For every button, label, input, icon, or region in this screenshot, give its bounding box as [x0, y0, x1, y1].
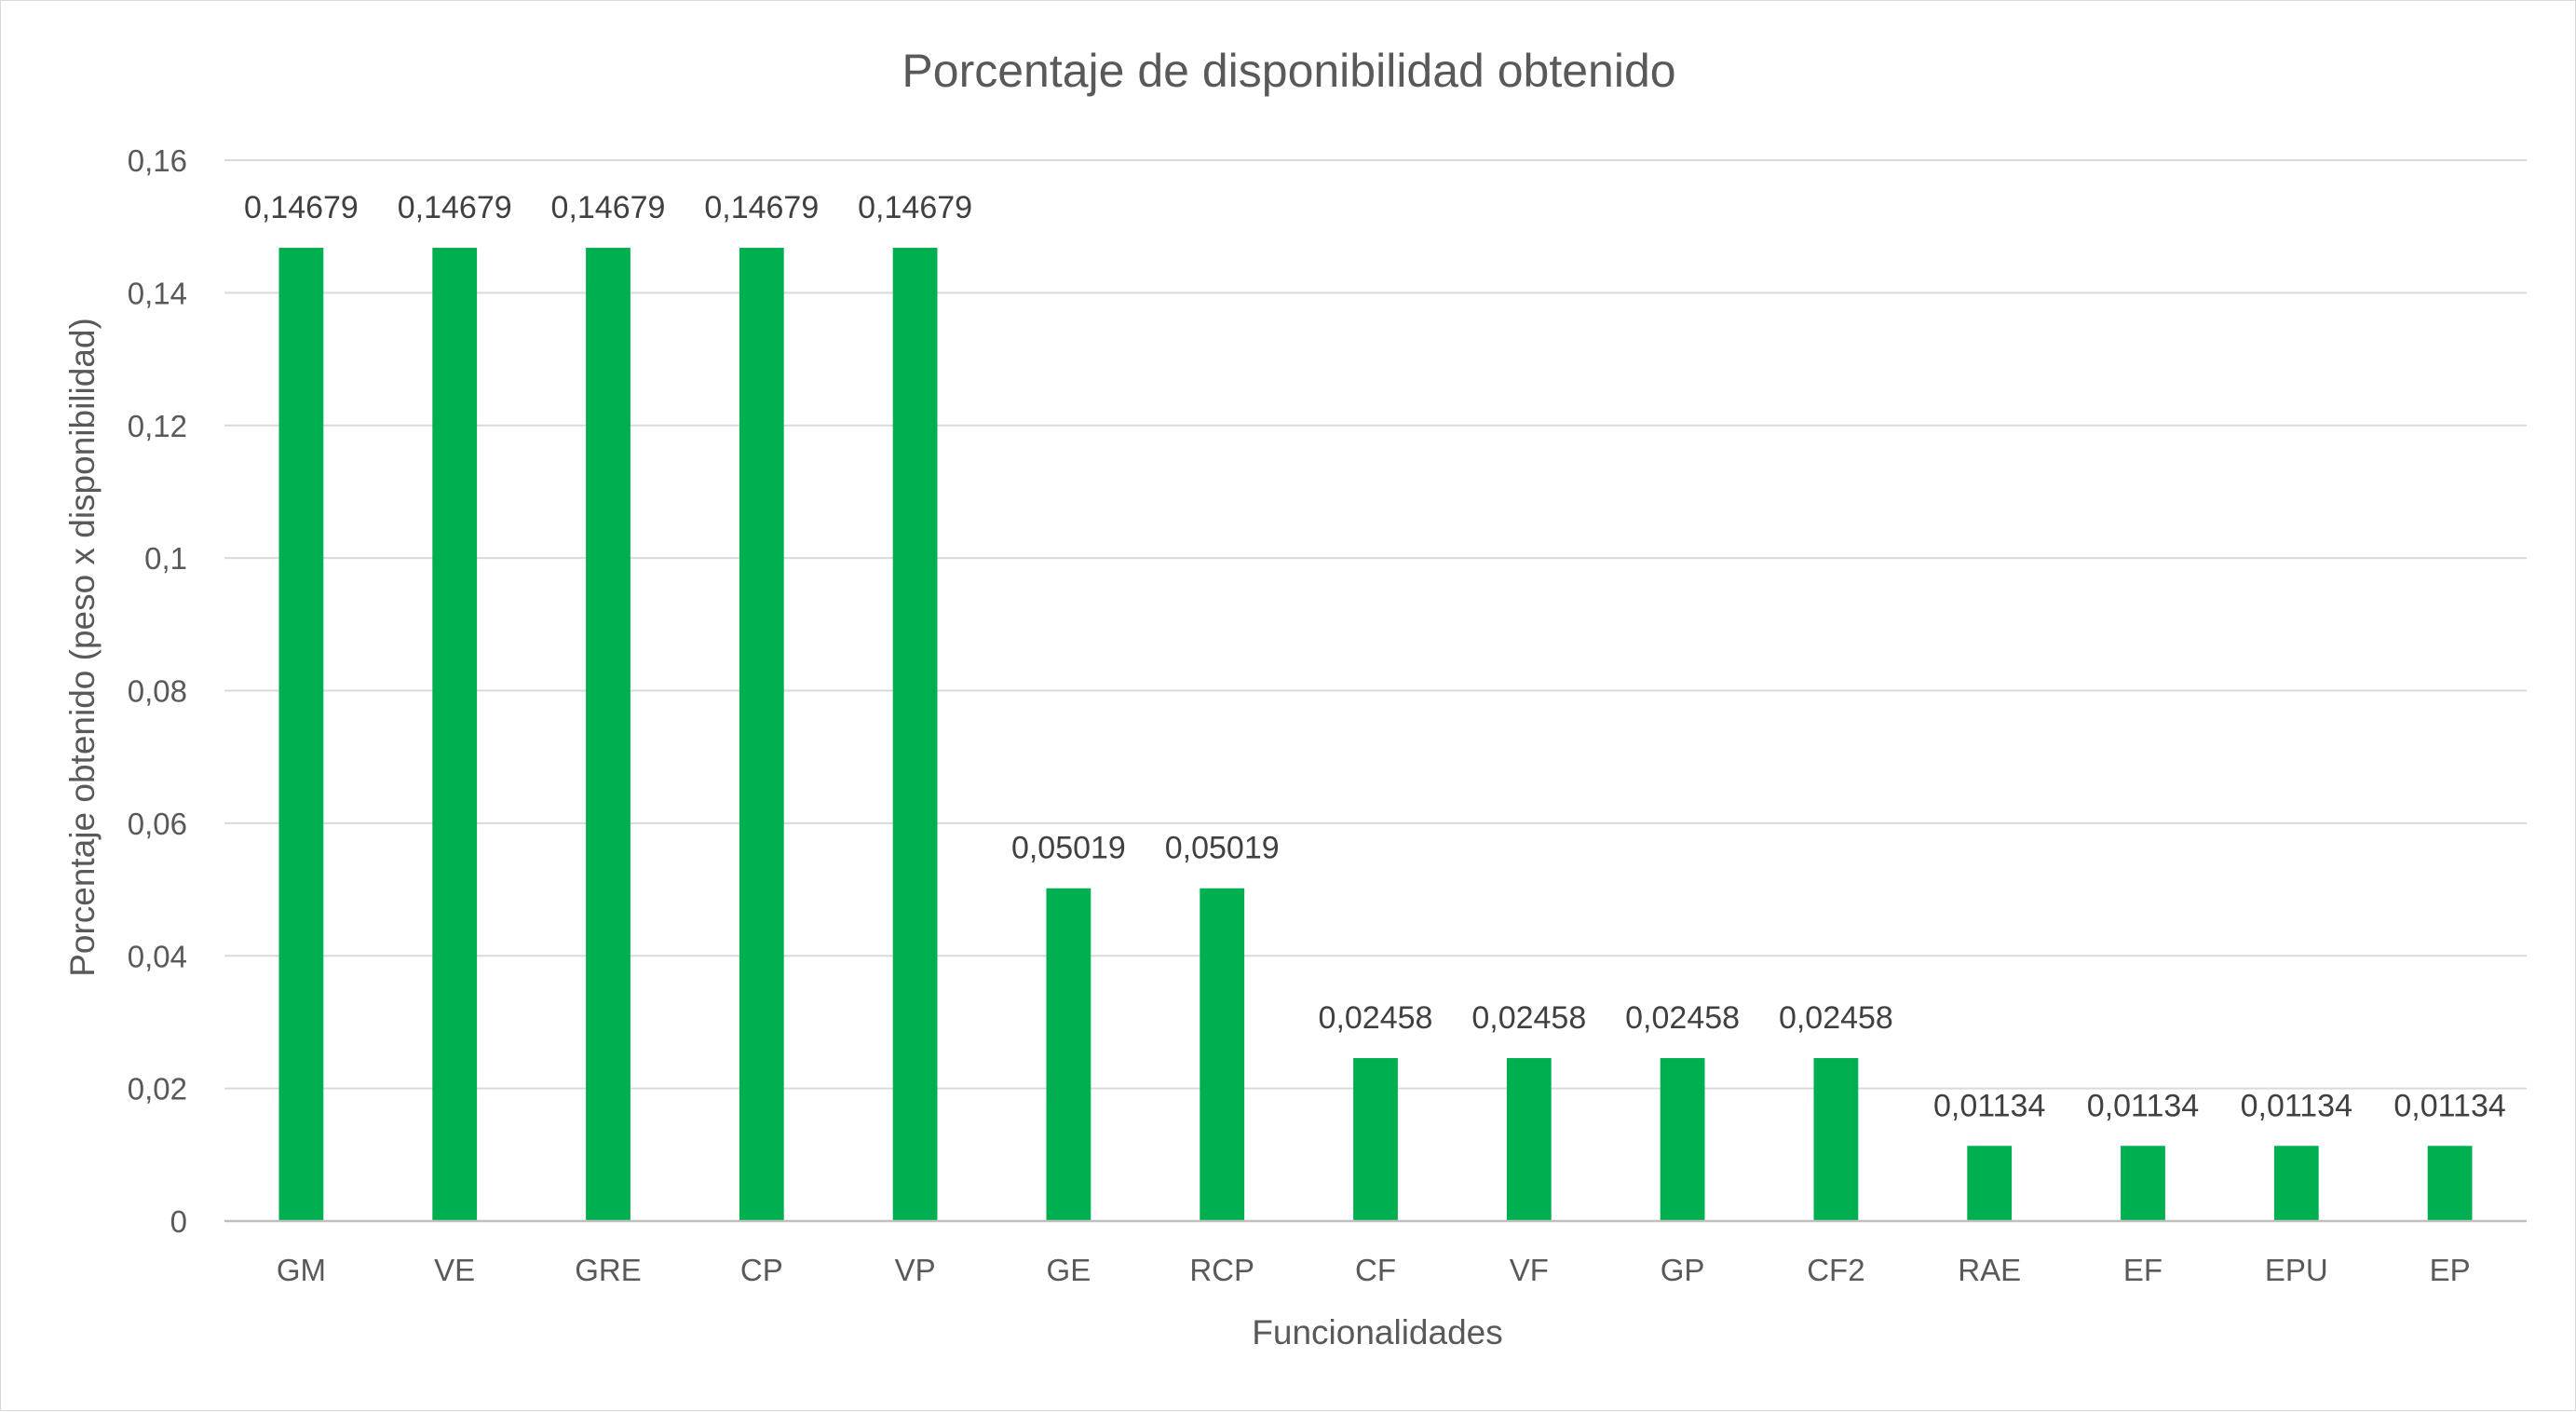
data-label: 0,05019 — [1011, 831, 1126, 866]
y-tick-label: 0,04 — [128, 939, 187, 973]
bar — [432, 248, 478, 1221]
bar — [1200, 888, 1245, 1221]
bar — [1506, 1058, 1552, 1221]
y-axis-ticks: 0 0,02 0,04 0,06 0,08 0,1 0,12 0,14 0,16 — [128, 143, 187, 1239]
bar — [1813, 1058, 1859, 1221]
y-tick-label: 0 — [170, 1204, 187, 1239]
data-label: 0,14679 — [398, 190, 512, 225]
y-tick-label: 0,12 — [128, 409, 187, 443]
y-tick-label: 0,14 — [128, 276, 187, 310]
y-tick-label: 0,16 — [128, 143, 187, 178]
x-tick-label: VE — [434, 1253, 475, 1287]
bar — [586, 248, 630, 1221]
bar — [1660, 1058, 1705, 1221]
x-tick-label: VP — [895, 1253, 936, 1287]
data-label: 0,02458 — [1471, 1000, 1586, 1036]
x-tick-label: RCP — [1189, 1253, 1254, 1287]
data-label: 0,02458 — [1319, 1000, 1433, 1036]
x-tick-label: VF — [1510, 1253, 1549, 1287]
bar — [2121, 1146, 2165, 1221]
y-tick-label: 0,02 — [128, 1072, 187, 1107]
x-tick-label: GM — [277, 1253, 326, 1287]
bar — [1353, 1058, 1398, 1221]
x-tick-label: CF — [1355, 1253, 1396, 1287]
bar — [278, 248, 324, 1221]
x-tick-label: EF — [2123, 1253, 2162, 1287]
bar — [739, 248, 784, 1221]
x-tick-label: GRE — [575, 1253, 642, 1287]
data-label: 0,14679 — [858, 190, 972, 225]
bar — [1046, 888, 1091, 1221]
x-axis-title: Funcionalidades — [1252, 1313, 1502, 1351]
x-tick-label: RAE — [1958, 1253, 2021, 1287]
data-label: 0,14679 — [704, 190, 819, 225]
x-axis-ticks: GM VE GRE CP VP GE RCP CF VF GP CF2 RAE EF EPU EP — [277, 1253, 2471, 1287]
y-tick-label: 0,06 — [128, 807, 187, 841]
x-tick-label: GE — [1047, 1253, 1091, 1287]
bar — [892, 248, 938, 1221]
bar — [2427, 1146, 2473, 1221]
data-label: 0,14679 — [244, 190, 359, 225]
gridlines — [224, 159, 2527, 1090]
data-label: 0,01134 — [2241, 1088, 2352, 1123]
x-tick-label: GP — [1661, 1253, 1705, 1287]
bar — [2273, 1146, 2319, 1221]
x-tick-label: CP — [740, 1253, 783, 1287]
x-tick-label: CF2 — [1807, 1253, 1864, 1287]
data-label: 0,02458 — [1779, 1000, 1893, 1036]
x-tick-label: EPU — [2265, 1253, 2328, 1287]
bar — [1967, 1146, 2013, 1221]
x-tick-label: EP — [2430, 1253, 2471, 1287]
data-label: 0,05019 — [1165, 831, 1280, 866]
y-tick-label: 0,08 — [128, 674, 187, 709]
data-labels: 0,14679 0,14679 0,14679 0,14679 0,14679 0,050… — [244, 190, 2506, 1123]
y-tick-label: 0,1 — [144, 541, 187, 576]
data-label: 0,02458 — [1625, 1000, 1740, 1036]
data-label: 0,01134 — [2393, 1088, 2505, 1123]
chart-title: Porcentaje de disponibilidad obtenido — [902, 45, 1675, 97]
data-label: 0,14679 — [551, 190, 666, 225]
data-label: 0,01134 — [1933, 1088, 2045, 1123]
y-axis-title: Porcentaje obtenido (peso x disponibilid… — [63, 318, 102, 977]
data-label: 0,01134 — [2087, 1088, 2199, 1123]
bars — [278, 248, 2473, 1221]
